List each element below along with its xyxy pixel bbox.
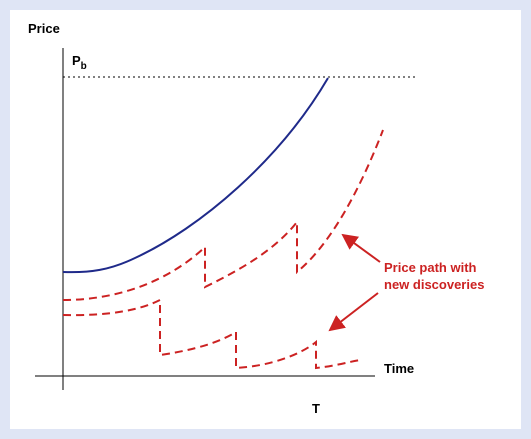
x-axis-label: Time <box>384 361 414 376</box>
annotation: Price path with <box>384 260 477 275</box>
y-axis-label: Price <box>28 21 60 36</box>
price-level: P <box>72 53 81 68</box>
price-level-label: Pb <box>72 53 87 72</box>
panel <box>10 10 521 429</box>
price-level-sub: b <box>81 61 87 72</box>
arrow <box>328 292 379 332</box>
price-path <box>62 77 329 274</box>
annotation: new discoveries <box>384 277 484 292</box>
arrow <box>341 233 381 263</box>
x-tick-label: T <box>312 401 320 416</box>
discovery-path-upper <box>62 129 384 301</box>
